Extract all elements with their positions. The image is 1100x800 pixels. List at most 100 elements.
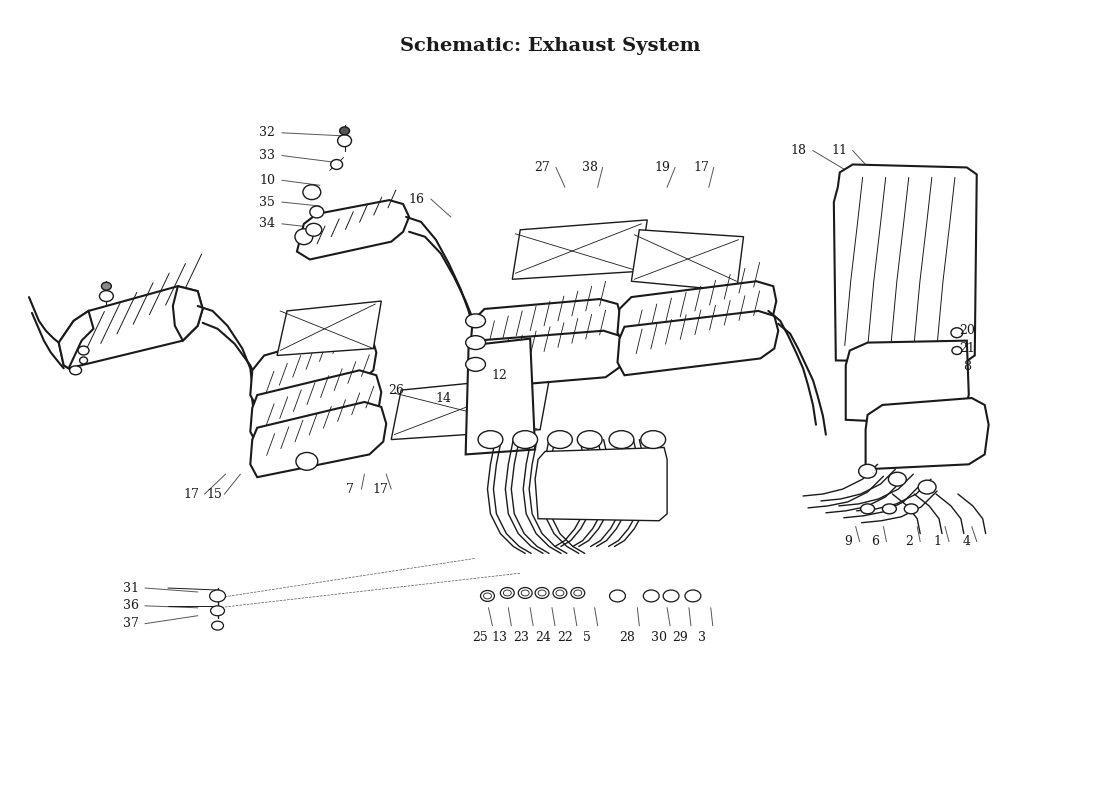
Ellipse shape — [78, 346, 89, 355]
Ellipse shape — [952, 346, 961, 354]
Text: 25: 25 — [473, 631, 488, 644]
Polygon shape — [58, 311, 94, 368]
Polygon shape — [834, 165, 977, 362]
Text: 6: 6 — [871, 535, 880, 548]
Polygon shape — [631, 230, 744, 291]
Text: 21: 21 — [959, 342, 975, 355]
Text: 36: 36 — [123, 599, 140, 612]
Text: 15: 15 — [207, 487, 222, 501]
Text: 10: 10 — [260, 174, 275, 187]
Ellipse shape — [641, 430, 666, 449]
Text: 17: 17 — [184, 487, 200, 501]
Ellipse shape — [465, 314, 485, 328]
Text: 8: 8 — [962, 360, 971, 373]
Ellipse shape — [99, 290, 113, 302]
Ellipse shape — [609, 590, 626, 602]
Text: 13: 13 — [492, 631, 507, 644]
Ellipse shape — [310, 206, 323, 218]
Polygon shape — [58, 286, 202, 368]
Text: 7: 7 — [345, 482, 353, 495]
Ellipse shape — [521, 590, 529, 596]
Polygon shape — [277, 301, 382, 355]
Polygon shape — [251, 330, 376, 408]
Text: 16: 16 — [408, 193, 424, 206]
Ellipse shape — [306, 223, 321, 236]
Polygon shape — [846, 341, 969, 425]
Text: 29: 29 — [672, 631, 688, 644]
Text: 5: 5 — [583, 631, 591, 644]
Ellipse shape — [79, 357, 88, 364]
Text: 19: 19 — [654, 161, 670, 174]
Ellipse shape — [950, 328, 962, 338]
Polygon shape — [617, 282, 777, 346]
Polygon shape — [297, 200, 409, 259]
Ellipse shape — [504, 590, 512, 596]
Ellipse shape — [918, 480, 936, 494]
Text: 18: 18 — [790, 144, 806, 157]
Polygon shape — [535, 447, 667, 521]
Ellipse shape — [296, 453, 318, 470]
Ellipse shape — [578, 430, 602, 449]
Ellipse shape — [644, 590, 659, 602]
Ellipse shape — [685, 590, 701, 602]
Text: 31: 31 — [123, 582, 140, 594]
Text: 23: 23 — [514, 631, 529, 644]
Polygon shape — [866, 398, 989, 470]
Text: 20: 20 — [959, 324, 975, 338]
Ellipse shape — [211, 621, 223, 630]
Ellipse shape — [465, 358, 485, 371]
Ellipse shape — [302, 185, 321, 200]
Ellipse shape — [465, 336, 485, 350]
Ellipse shape — [481, 590, 494, 602]
Text: 11: 11 — [832, 144, 848, 157]
Text: 1: 1 — [933, 535, 940, 548]
Text: 17: 17 — [694, 161, 710, 174]
Ellipse shape — [889, 472, 906, 486]
Polygon shape — [617, 311, 779, 375]
Ellipse shape — [478, 430, 503, 449]
Polygon shape — [251, 370, 382, 445]
Ellipse shape — [609, 430, 634, 449]
Text: 35: 35 — [260, 195, 275, 209]
Polygon shape — [471, 299, 622, 358]
Ellipse shape — [548, 430, 572, 449]
Text: 28: 28 — [619, 631, 636, 644]
Ellipse shape — [484, 593, 492, 599]
Ellipse shape — [571, 587, 585, 598]
Ellipse shape — [860, 504, 875, 514]
Text: 22: 22 — [557, 631, 573, 644]
Text: 34: 34 — [260, 218, 275, 230]
Ellipse shape — [338, 134, 352, 146]
Text: 30: 30 — [651, 631, 668, 644]
Ellipse shape — [101, 282, 111, 290]
Ellipse shape — [331, 159, 342, 170]
Ellipse shape — [340, 127, 350, 134]
Polygon shape — [471, 330, 624, 388]
Ellipse shape — [535, 587, 549, 598]
Ellipse shape — [538, 590, 546, 596]
Text: 4: 4 — [962, 535, 971, 548]
Ellipse shape — [882, 504, 896, 514]
Text: 14: 14 — [436, 391, 452, 405]
Text: 12: 12 — [492, 369, 507, 382]
Ellipse shape — [518, 587, 532, 598]
Polygon shape — [465, 338, 535, 454]
Ellipse shape — [500, 587, 515, 598]
Ellipse shape — [210, 606, 224, 616]
Text: 38: 38 — [582, 161, 597, 174]
Ellipse shape — [210, 590, 225, 602]
Text: 2: 2 — [905, 535, 913, 548]
Text: 9: 9 — [844, 535, 851, 548]
Text: 24: 24 — [535, 631, 551, 644]
Ellipse shape — [553, 587, 566, 598]
Polygon shape — [173, 286, 202, 341]
Text: 17: 17 — [373, 482, 388, 495]
Polygon shape — [251, 402, 386, 477]
Text: 27: 27 — [535, 161, 550, 174]
Ellipse shape — [69, 366, 81, 374]
Ellipse shape — [904, 504, 918, 514]
Ellipse shape — [859, 464, 877, 478]
Ellipse shape — [513, 430, 538, 449]
Ellipse shape — [574, 590, 582, 596]
Ellipse shape — [663, 590, 679, 602]
